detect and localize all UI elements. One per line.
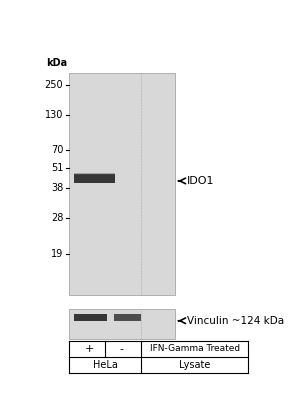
Text: Lysate: Lysate — [179, 360, 211, 370]
Text: 70: 70 — [51, 145, 63, 155]
Text: HeLa: HeLa — [93, 360, 118, 370]
Text: IDO1: IDO1 — [187, 176, 214, 186]
Bar — [74, 314, 107, 321]
Text: kDa: kDa — [46, 58, 67, 68]
Bar — [69, 309, 175, 339]
Bar — [114, 314, 141, 321]
Text: 250: 250 — [44, 80, 63, 90]
Bar — [74, 174, 115, 182]
Text: 19: 19 — [51, 249, 63, 259]
Text: 51: 51 — [51, 163, 63, 173]
Text: 38: 38 — [51, 183, 63, 193]
Bar — [69, 73, 175, 295]
Bar — [74, 173, 115, 175]
Text: -: - — [120, 344, 124, 354]
Text: Vinculin ~124 kDa: Vinculin ~124 kDa — [187, 316, 284, 326]
Text: 28: 28 — [51, 213, 63, 223]
Text: +: + — [84, 344, 94, 354]
Text: IFN-Gamma Treated: IFN-Gamma Treated — [150, 344, 240, 354]
Text: 130: 130 — [45, 110, 63, 120]
